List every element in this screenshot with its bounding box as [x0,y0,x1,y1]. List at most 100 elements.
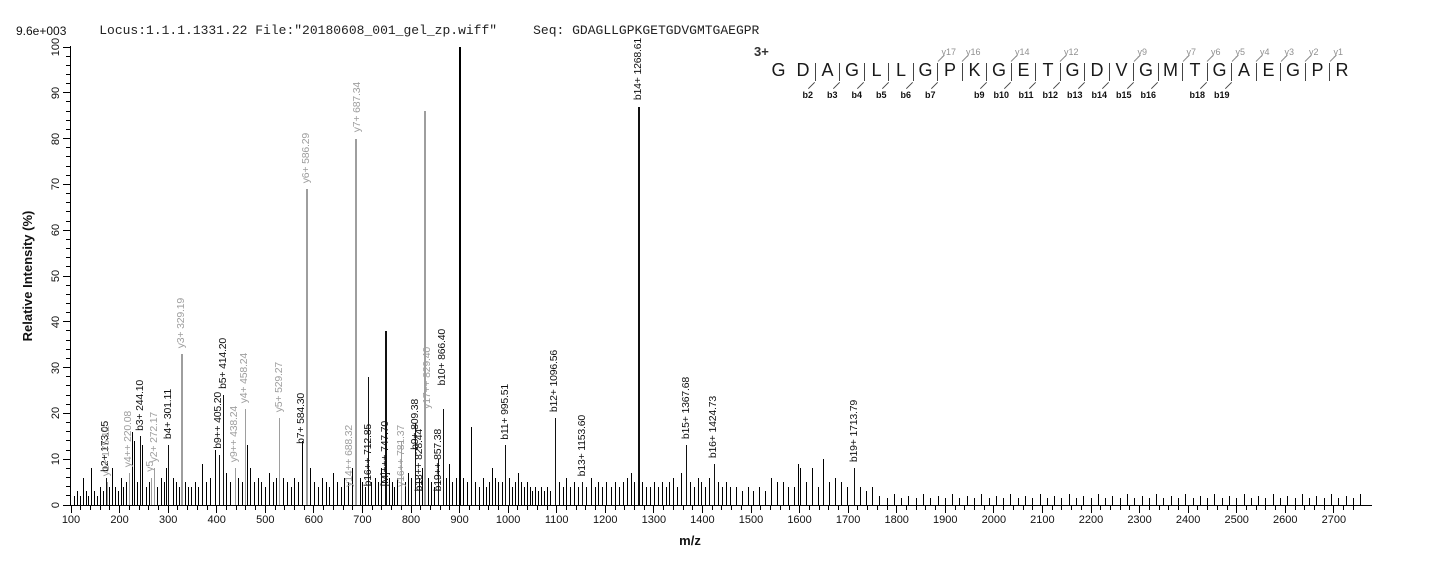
b-ion-label: b11 [1018,90,1034,100]
x-tick [449,506,451,510]
peak [214,450,216,505]
peak [1003,498,1005,505]
peak [908,495,910,505]
peak [798,463,800,505]
peak [82,477,84,505]
b-cleavage-mark [856,81,865,90]
x-tick [517,506,519,510]
peak [538,491,540,505]
x-tick [381,506,383,510]
peak [134,440,136,505]
y-tick-label: 70 [50,178,62,191]
y-ion-label: y17 [941,47,957,57]
peak [1258,495,1260,505]
peak-label: b10+ 866.40 [436,329,449,386]
y-tick-label: 100 [50,37,62,57]
ladder-residue: D [1090,60,1104,80]
ladder-residue: G [1285,60,1300,80]
peak [485,486,487,505]
peak [365,486,367,505]
peak [747,486,749,505]
ladder-residue: L [895,60,906,80]
peak [1141,495,1143,505]
peak [253,482,255,505]
peak [128,472,130,505]
peak [401,440,403,505]
x-tick [1022,506,1024,510]
peak [341,486,343,505]
peak [893,493,895,505]
peak [76,491,78,505]
ladder-residue: A [1237,60,1250,80]
x-tick [148,506,150,510]
x-tick [750,506,752,513]
peak [445,477,447,505]
b-cleavage-mark [1101,81,1110,90]
ladder-residue: A [821,60,834,80]
peak [91,468,93,505]
peak [117,491,119,505]
peak [535,486,537,505]
peak [788,486,790,505]
peak [309,468,311,505]
y-tick [66,83,70,85]
y-tick [63,367,70,369]
peak [218,454,220,505]
peak [313,482,315,505]
peak [466,482,468,505]
x-tick-label: 2300 [1127,514,1152,526]
peak [375,477,377,505]
peak [1338,498,1340,505]
peak [669,482,671,505]
peak [132,431,134,505]
cleavage-divider [1035,63,1036,81]
x-tick [1051,506,1053,510]
peak [520,482,522,505]
x-tick [1158,506,1160,510]
b-cleavage-mark [1003,81,1012,90]
precursor-charge: 3+ [754,44,769,59]
y-tick [66,257,70,259]
y-tick [66,477,70,479]
peak [523,486,525,505]
peak [1017,498,1019,505]
peak [282,477,284,505]
peak [434,486,436,505]
x-tick [779,506,781,510]
peak [854,468,856,505]
peak [915,498,917,505]
peak [172,477,174,505]
peak [178,486,180,505]
x-tick-label: 1400 [690,514,715,526]
peak [840,482,842,505]
peak [1039,493,1041,505]
peak [611,486,613,505]
y-ion-label: y6 [1211,47,1221,57]
peak [759,486,761,505]
peak [114,486,116,505]
peak [230,482,232,505]
x-tick-label: 1800 [884,514,909,526]
x-tick-label: 2100 [1030,514,1055,526]
peak [97,495,99,505]
b-ion-label: b15 [1115,90,1132,100]
peak [549,491,551,505]
peak [388,477,390,505]
x-tick [1313,506,1315,510]
y-tick [63,504,70,506]
peak [693,486,695,505]
y-tick [66,220,70,222]
x-tick [109,506,111,510]
peak [408,472,410,505]
peak [355,138,358,505]
x-tick [206,506,208,510]
peak [491,468,493,505]
x-tick [1041,506,1043,513]
ladder-residue: P [1311,60,1324,80]
ladder-residue: E [1017,60,1030,80]
peak [574,482,576,505]
peak [937,495,939,505]
x-tick [867,506,869,510]
peak-label: b3+ 244.10 [133,379,146,431]
peak [1126,493,1128,505]
